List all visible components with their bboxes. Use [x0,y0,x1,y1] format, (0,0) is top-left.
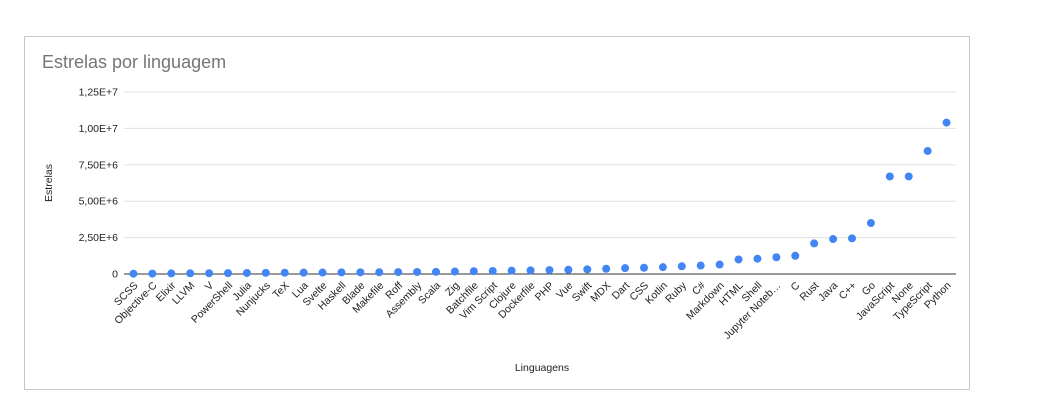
data-point[interactable] [318,268,327,277]
data-point[interactable] [488,266,497,275]
data-point[interactable] [242,268,251,277]
data-point[interactable] [356,268,365,277]
data-point[interactable] [375,268,384,277]
data-point[interactable] [224,269,232,278]
data-point[interactable] [829,235,838,244]
y-tick-label: 0 [112,269,118,281]
chart-card: Estrelas por linguagem 0 2,50E+6 5,00E+6 7,… [24,36,970,390]
x-tick-label: Dart [610,280,633,303]
data-point[interactable] [866,219,875,228]
data-point[interactable] [904,172,913,181]
x-tick-label: Java [816,280,840,304]
data-point[interactable] [432,267,440,276]
y-tick-label: 2,50E+6 [79,232,119,244]
x-tick-label: Ruby [663,279,689,305]
data-point[interactable] [942,118,951,127]
data-point[interactable] [394,268,403,277]
data-point[interactable] [753,254,762,263]
data-point[interactable] [640,263,648,272]
data-point[interactable] [885,172,894,181]
data-point[interactable] [810,239,819,248]
data-point[interactable] [261,268,270,277]
data-point[interactable] [299,268,308,277]
data-point[interactable] [450,267,459,276]
data-point[interactable] [923,146,932,155]
data-point[interactable] [696,261,705,270]
x-tick-label: PHP [533,280,557,304]
x-axis-label: Linguagens [515,362,569,374]
data-point[interactable] [526,266,535,275]
data-point[interactable] [564,265,573,274]
data-point[interactable] [545,266,554,275]
data-point[interactable] [129,269,138,278]
data-point[interactable] [469,267,478,276]
data-point[interactable] [602,264,611,273]
chart-title: Estrelas por linguagem [42,52,227,72]
y-tick-label: 5,00E+6 [79,196,119,208]
x-tick-label: Swift [570,280,595,305]
data-point[interactable] [148,269,157,278]
data-points [129,118,951,278]
y-axis-label: Estrelas [43,164,55,202]
data-point[interactable] [507,266,516,275]
data-point[interactable] [772,253,781,262]
y-tick-labels: 0 2,50E+6 5,00E+6 7,50E+6 1,00E+7 1,25E+7 [79,87,119,281]
data-point[interactable] [583,265,592,274]
x-tick-label: C++ [837,280,860,303]
data-point[interactable] [337,268,346,277]
y-tick-label: 1,25E+7 [79,87,119,99]
data-point[interactable] [658,263,667,272]
data-point[interactable] [413,267,422,276]
data-point[interactable] [621,264,630,273]
data-point[interactable] [848,234,856,243]
gridlines [124,91,956,239]
y-tick-label: 1,00E+7 [79,123,119,135]
data-point[interactable] [734,255,743,264]
x-tick-label: LLVM [170,280,197,307]
x-tick-label: Scala [416,280,443,307]
data-point[interactable] [205,269,214,278]
data-point[interactable] [280,268,289,277]
data-point[interactable] [677,262,686,271]
y-tick-label: 7,50E+6 [79,159,119,171]
x-tick-label: TeX [271,280,292,301]
data-point[interactable] [791,251,800,260]
data-point[interactable] [715,260,724,269]
data-point[interactable] [186,269,195,278]
x-tick-label: Rust [798,280,822,304]
data-point[interactable] [167,269,176,278]
chart-plot: 0 2,50E+6 5,00E+6 7,50E+6 1,00E+7 1,25E+7 SCS… [43,87,956,374]
x-tick-label: MDX [588,280,613,305]
